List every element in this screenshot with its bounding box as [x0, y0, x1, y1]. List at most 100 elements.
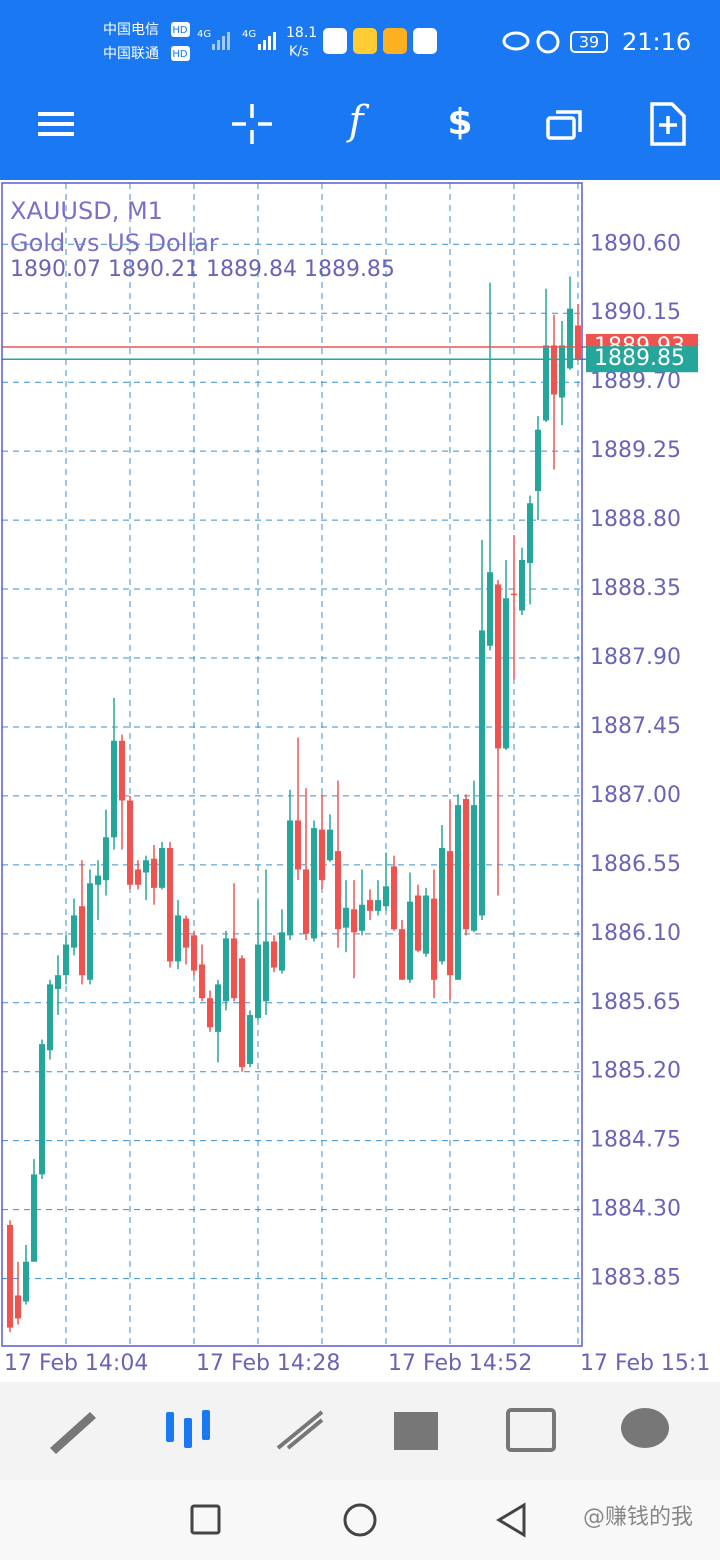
candle-body: [183, 918, 189, 948]
candle-body: [495, 584, 501, 749]
candle-body: [479, 630, 485, 916]
chart: 1890.60 1890.15 1889.70 1889.25 1888.80 1888.…: [1, 182, 710, 1376]
y-tick-label: 1883.85: [590, 1266, 681, 1291]
candle-body: [319, 829, 325, 881]
candle-body: [375, 900, 381, 911]
candle-body: [215, 984, 221, 1032]
hd-badge: [171, 22, 190, 37]
ohlc-high: 1890.21: [108, 257, 199, 282]
candle-body: [327, 829, 333, 861]
candle-body: [175, 915, 181, 962]
candle-body: [519, 559, 525, 611]
candle-body: [119, 740, 125, 801]
x-tick-label: 17 Feb 14:52: [388, 1351, 532, 1376]
y-tick-label: 1886.10: [590, 921, 681, 946]
news-tab[interactable]: [506, 1408, 556, 1452]
y-tick-label: 1888.35: [590, 576, 681, 601]
speed: 18.1: [286, 25, 317, 41]
candle-body: [63, 944, 69, 976]
watermark: @赚钱的我: [583, 1505, 693, 1530]
y-tick-label: 1885.20: [590, 1059, 681, 1084]
candle-body: [191, 935, 197, 971]
app-icon: [383, 28, 407, 54]
new-order-button[interactable]: [650, 102, 686, 146]
x-tick-label: 17 Feb 14:28: [196, 1351, 340, 1376]
trade-button[interactable]: $: [447, 102, 472, 143]
app-icon: [353, 28, 377, 54]
candle-body: [23, 1261, 29, 1302]
candle-body: [423, 895, 429, 954]
trade-tab[interactable]: [276, 1410, 324, 1450]
candle-body: [247, 1015, 253, 1065]
eye-icon: [502, 31, 530, 51]
candle-body: [95, 875, 101, 885]
candle-body: [511, 593, 517, 596]
candle-body: [535, 429, 541, 491]
candle-body: [87, 883, 93, 980]
candle-body: [415, 895, 421, 951]
ohlc-open: 1890.07: [10, 257, 101, 282]
candle-body: [7, 1224, 13, 1328]
quotes-tab[interactable]: [50, 1412, 96, 1454]
chat-tab[interactable]: [621, 1408, 669, 1448]
chart-tab[interactable]: [166, 1410, 210, 1448]
speed-unit: K/s: [289, 45, 309, 60]
recents-button[interactable]: [190, 1504, 221, 1535]
candle-body: [551, 345, 557, 395]
carrier: 中国电信: [103, 22, 159, 38]
candle-body: [135, 869, 141, 885]
candle-body: [207, 998, 213, 1028]
symbol: XAUUSD, M1: [10, 197, 163, 225]
candle-body: [167, 848, 173, 962]
y-tick-label: 1887.45: [590, 714, 681, 739]
windows-button[interactable]: [546, 110, 582, 140]
candle-body: [231, 938, 237, 999]
candle-body: [559, 345, 565, 398]
candle-body: [351, 909, 357, 933]
hd-badge: [171, 46, 190, 61]
description: Gold vs US Dollar: [10, 229, 219, 257]
y-tick-label: 1884.30: [590, 1197, 681, 1222]
carrier: 中国联通: [103, 46, 159, 62]
candle-body: [79, 906, 85, 976]
y-tick-label: 1888.80: [590, 507, 681, 532]
candle-body: [455, 805, 461, 980]
candle-body: [407, 901, 413, 980]
candle-body: [311, 828, 317, 939]
y-tick-label: 1885.65: [590, 990, 681, 1015]
network: 4G: [197, 29, 211, 40]
candle-body: [391, 866, 397, 930]
candle-body: [447, 851, 453, 976]
candle-body: [111, 740, 117, 838]
y-tick-label: 1889.25: [590, 438, 681, 463]
candle-body: [367, 900, 373, 911]
candle-body: [199, 964, 205, 999]
candle-body: [567, 308, 573, 369]
candle-body: [143, 860, 149, 873]
candle-body: [103, 837, 109, 881]
candle-body: [47, 984, 53, 1051]
y-tick-label: 1887.00: [590, 783, 681, 808]
home-button[interactable]: [343, 1503, 377, 1537]
bid-label: 1889.85: [594, 346, 685, 371]
crosshair-button[interactable]: [232, 104, 272, 144]
candle-body: [543, 345, 549, 421]
network: 4G: [242, 29, 256, 40]
candle-body: [399, 929, 405, 980]
candle-body: [335, 851, 341, 930]
candle-body: [271, 941, 277, 968]
app-icon: [413, 28, 437, 54]
candle-body: [431, 898, 437, 980]
back-button[interactable]: [496, 1502, 526, 1538]
candle-body: [575, 325, 581, 360]
candle-body: [263, 941, 269, 1002]
y-tick-label: 1889.70: [590, 369, 681, 394]
history-tab[interactable]: [394, 1412, 438, 1450]
menu-button[interactable]: [38, 112, 74, 136]
candle-body: [463, 798, 469, 930]
candle-body: [383, 886, 389, 907]
ohlc-low: 1889.84: [206, 257, 297, 282]
hd: HD: [172, 25, 188, 36]
y-tick-label: 1886.55: [590, 852, 681, 877]
